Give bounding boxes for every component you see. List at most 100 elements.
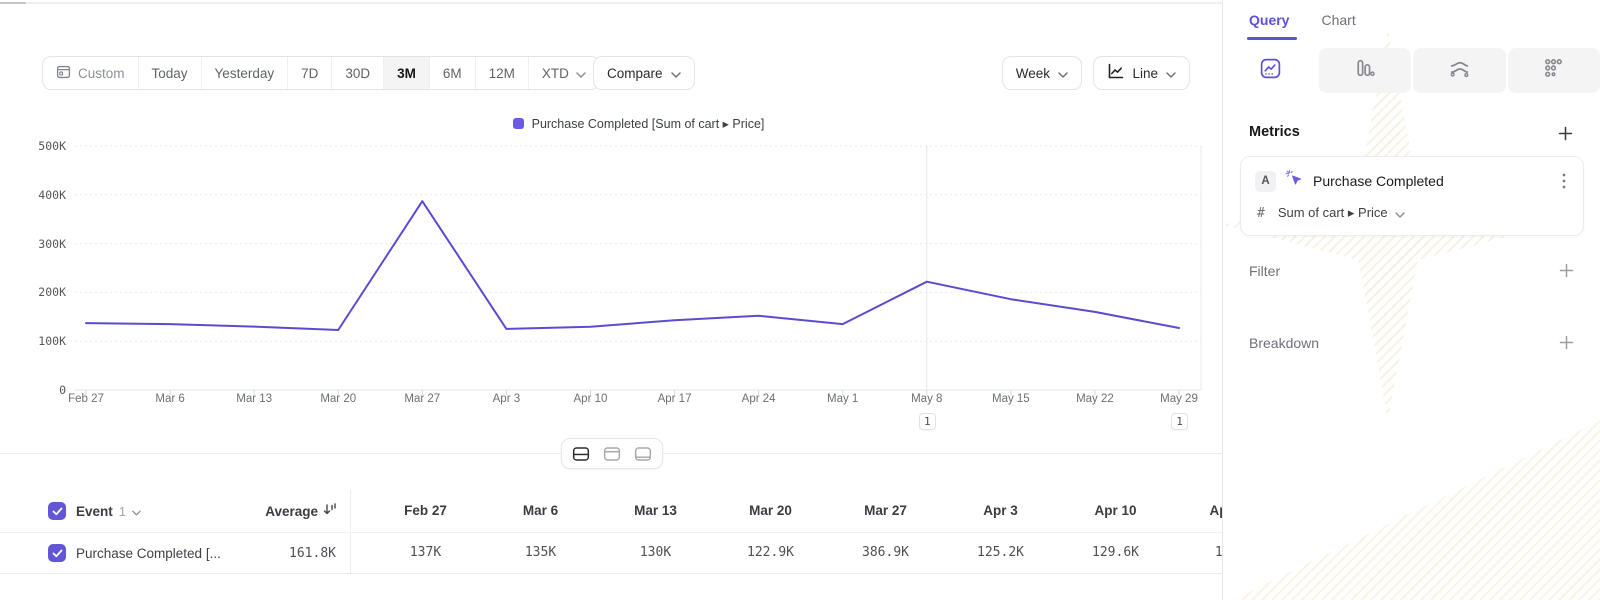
table-cell: 125.2K [977,545,1024,560]
x-axis-label: Apr 3 [492,393,521,405]
add-metric-button[interactable] [1556,124,1574,142]
granularity-button[interactable]: Week [1001,56,1082,90]
average-header-label: Average [265,503,318,519]
breakdown-section-label: Breakdown [1249,335,1320,351]
x-axis-label: Apr 10 [573,393,608,405]
chevron-down-icon [1058,66,1068,81]
table-cell: 386.9K [862,545,909,560]
range-yesterday[interactable]: Yesterday [200,57,288,89]
chart-type-line-chart[interactable] [1224,48,1317,93]
row-average-value: 161.8K [289,545,336,561]
table-header-row: Event 1 Average Feb 27 Mar 6 Mar 13 Mar 20 M… [0,490,1222,532]
event-header-label: Event [76,503,113,519]
chart-type-flows[interactable] [1413,48,1506,93]
column-header: Mar 13 [634,503,677,518]
tab-query[interactable]: Query [1249,12,1290,28]
chart-type-selector-row [1223,48,1600,93]
table-cell: 137K [409,545,442,560]
report-main-area: Custom Today Yesterday 7D 30D 3M 6M 12M XTD Comp… [0,56,1222,574]
row-checkbox[interactable] [48,544,66,562]
event-count: 1 [118,503,126,519]
x-axis-label: Feb 27 [68,393,104,405]
x-axis-label: Apr 17 [657,393,692,405]
line-chart[interactable] [75,140,1202,398]
chevron-down-icon [670,66,681,81]
range-label: 12M [488,65,515,81]
layout-toggle-split-view-icon[interactable] [567,441,595,466]
legend-swatch [512,117,524,129]
range-label: Custom [78,65,125,81]
table-cell: 135K [524,545,557,560]
range-label: 7D [301,65,319,81]
x-axis-label: Mar 13 [236,393,273,405]
x-axis-label: May 15 [991,393,1030,405]
filter-section: Filter [1223,258,1600,288]
range-xtd[interactable]: XTD [527,57,599,89]
y-axis-label: 100K [38,334,66,349]
metric-aggregation-selector[interactable]: # Sum of cart ▸ Price [1257,203,1405,223]
range-label: 3M [397,65,416,81]
table-cell: 143K [1214,545,1222,560]
range-today[interactable]: Today [137,57,201,89]
line-chart-icon [1259,57,1282,85]
table-cell: 129.6K [1092,545,1139,560]
bar-chart-icon [1353,57,1376,85]
numeric-property-icon: # [1257,205,1265,221]
y-axis-label: 500K [38,139,66,153]
range-label: 6M [442,65,462,81]
range-7d[interactable]: 7D [287,57,331,89]
chart-type-button[interactable]: Line [1093,56,1190,90]
metric-card[interactable]: A Purchase Completed # Sum of cart ▸ Pri… [1240,156,1584,236]
add-breakdown-button[interactable] [1557,333,1575,351]
compare-button[interactable]: Compare [593,56,695,90]
column-header: Apr 10 [1094,503,1137,518]
table-row-border [0,573,1222,574]
chevron-down-icon [1166,66,1176,81]
table-cell: 122.9K [747,545,794,560]
column-header: Mar 27 [864,503,907,518]
x-axis-label: Apr 24 [741,393,776,405]
panel-watermark-corner [1233,420,1600,600]
table-row[interactable]: Purchase Completed [... 161.8K 137K 135K 1… [0,533,1222,573]
table-header-border [0,532,1222,533]
breakdown-section: Breakdown [1223,330,1600,360]
range-label: Yesterday [214,65,275,81]
range-label: Today [151,65,188,81]
column-header: Apr 17 [1209,503,1222,518]
x-axis-label: May 1 [827,393,859,405]
date-range-segmented-control: Custom Today Yesterday 7D 30D 3M 6M 12M XTD [42,56,600,90]
x-axis-label: Mar 27 [404,393,441,405]
annotation-badge[interactable]: 1 [1171,413,1188,430]
aggregation-label: Sum of cart ▸ Price [1277,205,1388,220]
scroll-progress [0,2,26,4]
select-all-checkbox[interactable] [48,502,66,520]
compare-label: Compare [607,65,663,81]
range-3m[interactable]: 3M [383,57,429,89]
range-6m[interactable]: 6M [428,57,475,89]
column-header: Mar 6 [522,503,559,518]
annotation-badge[interactable]: 1 [918,413,936,430]
x-axis-label: Mar 20 [320,393,357,405]
layout-toggle-table-bottom-view-icon[interactable] [629,441,657,466]
range-custom[interactable]: Custom [43,57,138,89]
chevron-down-icon [1394,206,1405,221]
column-header: Apr 3 [983,503,1018,518]
range-label: 30D [345,65,371,81]
add-filter-button[interactable] [1557,261,1575,279]
tab-chart[interactable]: Chart [1321,12,1356,28]
metric-options-kebab-icon[interactable] [1555,171,1573,191]
filter-section-label: Filter [1249,263,1281,279]
event-column-header[interactable]: Event 1 [76,490,141,532]
x-axis-label: May 22 [1076,393,1114,405]
chart-type-bar-chart[interactable] [1318,48,1411,93]
layout-toggle-group [561,438,663,469]
line-chart-icon [1107,63,1124,83]
layout-toggle-chart-only-view-icon[interactable] [598,441,626,466]
range-12m[interactable]: 12M [474,57,528,89]
metric-name: Purchase Completed [1313,173,1444,189]
chart-type-retention-dots[interactable] [1507,48,1600,93]
average-column-header[interactable]: Average [210,490,350,532]
range-30d[interactable]: 30D [331,57,383,89]
sort-descending-icon [323,503,336,519]
